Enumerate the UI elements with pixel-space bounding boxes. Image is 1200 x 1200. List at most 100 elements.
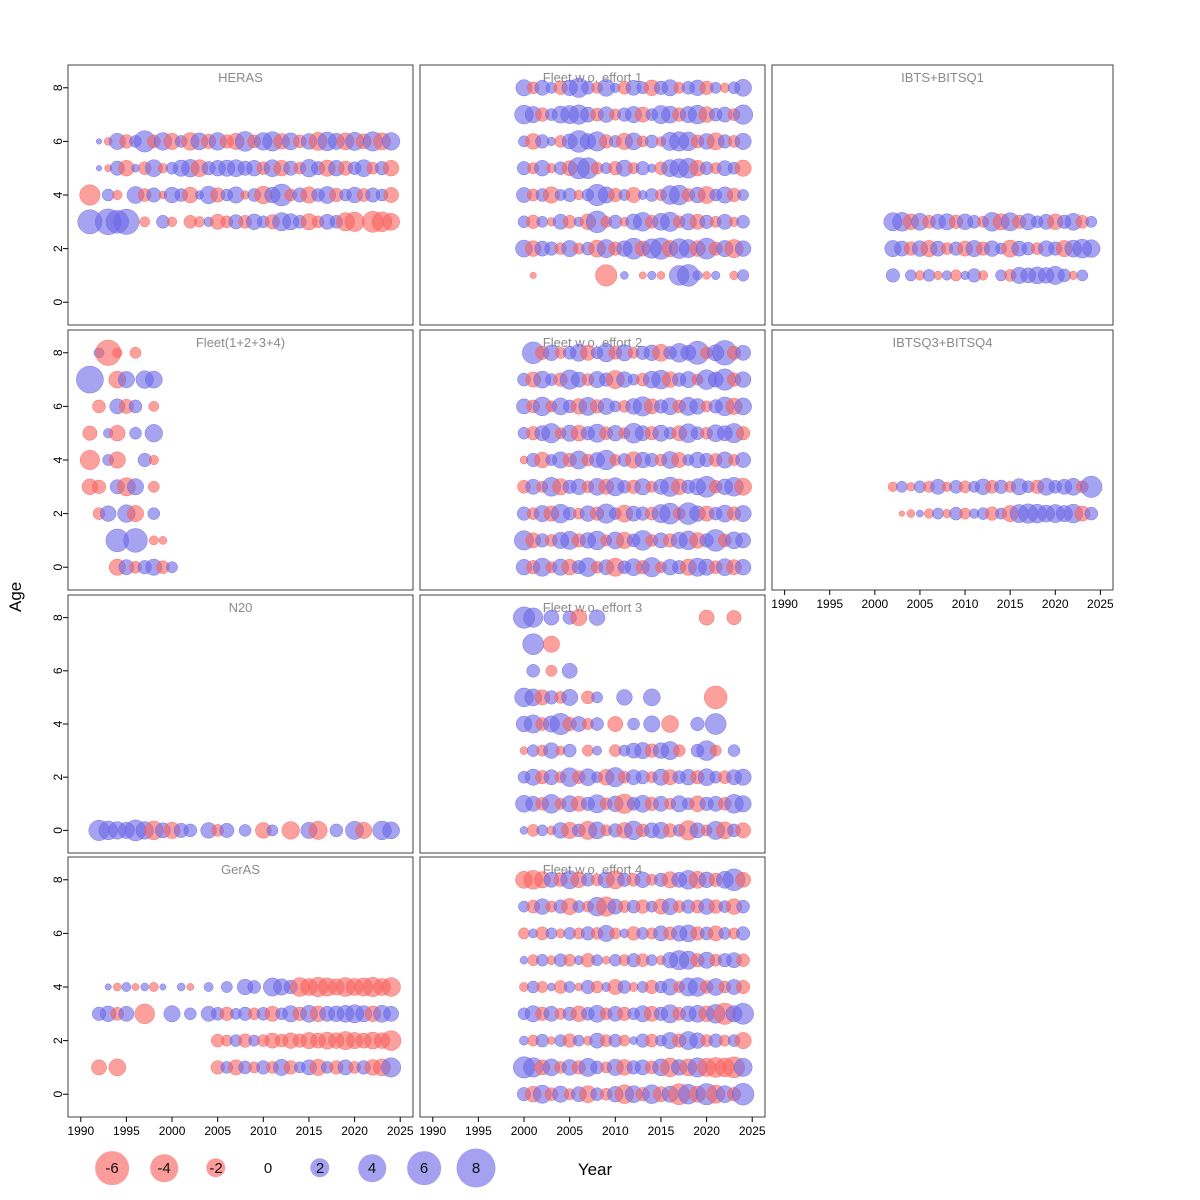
residual-bubble <box>733 104 754 125</box>
panel-ibtsq3-bitsq4 <box>771 329 1114 591</box>
residual-bubble <box>166 561 178 574</box>
x-tick-label: 2000 <box>861 597 888 611</box>
residual-bubble <box>562 743 577 758</box>
legend-value: 8 <box>471 1159 481 1177</box>
residual-bubble <box>147 480 160 493</box>
x-tick-label: 1990 <box>771 597 798 611</box>
residual-bubble <box>176 982 186 992</box>
residual-bubble <box>1076 269 1089 282</box>
residual-bubble <box>590 980 604 994</box>
y-tick-label: 6 <box>51 930 65 937</box>
residual-bubble <box>220 981 233 993</box>
residual-bubble <box>898 510 905 517</box>
y-tick-label: 0 <box>51 1091 65 1098</box>
residual-bubble <box>735 344 751 361</box>
panel-fleet-w-o-effort-4 <box>419 856 766 1118</box>
residual-bubble <box>590 717 604 731</box>
residual-bubble <box>308 821 328 840</box>
residual-bubble <box>922 269 936 282</box>
legend-value: 0 <box>263 1159 273 1177</box>
residual-bubble <box>698 609 715 626</box>
residual-bubble <box>147 507 161 520</box>
residual-bubble <box>382 821 400 840</box>
legend-value: -6 <box>105 1159 119 1177</box>
x-tick-label: 2000 <box>159 1124 186 1138</box>
residual-bubble <box>647 270 657 280</box>
legend-item: -4 <box>140 1140 188 1196</box>
y-tick-label: 2 <box>51 1037 65 1044</box>
residual-bubble <box>570 609 588 627</box>
residual-bubble <box>219 822 235 838</box>
x-tick-label: 2025 <box>387 1124 414 1138</box>
residual-bubble <box>734 478 752 496</box>
residual-bubble <box>95 138 103 145</box>
residual-bubble <box>950 269 962 282</box>
residual-bubble <box>704 685 728 710</box>
y-tick-label: 8 <box>51 876 65 883</box>
residual-bubble <box>79 450 100 470</box>
x-tick-label: 2015 <box>648 1124 675 1138</box>
panel-title-n20: N20 <box>229 600 253 615</box>
residual-bubble <box>104 983 112 991</box>
residual-bubble <box>118 1005 135 1022</box>
residual-bubble <box>709 81 722 94</box>
y-tick-label: 6 <box>51 403 65 410</box>
y-tick-label: 8 <box>51 349 65 356</box>
residual-bubble <box>727 744 741 757</box>
y-tick-label: 2 <box>51 774 65 781</box>
x-tick-label: 2020 <box>341 1124 368 1138</box>
residual-bubble <box>588 609 606 626</box>
residual-bubble <box>1082 239 1101 258</box>
residual-bubble <box>736 899 750 914</box>
residual-bubble <box>563 953 576 967</box>
residual-bubble <box>916 509 924 518</box>
residual-bubble <box>145 370 163 389</box>
x-tick-label: 1995 <box>113 1124 140 1138</box>
x-tick-label: 1990 <box>67 1124 94 1138</box>
residual-bubble <box>117 371 135 389</box>
residual-bubble <box>536 215 549 228</box>
residual-bubble <box>526 664 540 678</box>
legend-value: -2 <box>209 1159 223 1177</box>
legend-item: -2 <box>192 1140 240 1196</box>
legend-item: 0 <box>244 1140 292 1196</box>
bubble-size-legend: -6 -4 -2 0 2 4 6 8 <box>88 1140 504 1196</box>
panel-title-heras: HERAS <box>218 70 263 85</box>
residual-bubble <box>627 717 640 731</box>
y-tick-label: 6 <box>51 138 65 145</box>
residual-bubble <box>127 478 144 496</box>
residual-bubble <box>113 208 140 235</box>
residual-bubble <box>542 635 560 653</box>
legend-item: 8 <box>452 1140 500 1196</box>
panel-title-ibtsq3-bitsq4: IBTSQ3+BITSQ4 <box>892 335 992 350</box>
x-tick-label: 1995 <box>465 1124 492 1138</box>
residual-bubble <box>656 271 666 280</box>
residual-bubble <box>709 744 722 757</box>
residual-bubble <box>383 1005 399 1022</box>
legend-item: 2 <box>296 1140 344 1196</box>
residual-bubble <box>735 452 751 468</box>
residual-bubble <box>128 399 143 414</box>
legend-bubble <box>358 1154 386 1182</box>
panel-title-fleet-1-2-3-4: Fleet(1+2+3+4) <box>196 335 285 350</box>
residual-bubble <box>734 159 752 177</box>
legend-bubble <box>310 1158 330 1178</box>
residual-bubble <box>692 270 703 281</box>
residual-bubble <box>518 927 530 940</box>
residual-bubble <box>561 688 579 706</box>
legend-value: 4 <box>367 1159 377 1177</box>
y-tick-label: 4 <box>51 191 65 198</box>
residual-bubble <box>595 264 618 287</box>
residual-bubble <box>108 451 126 469</box>
residual-bubble <box>736 979 751 995</box>
x-tick-label: 2005 <box>556 1124 583 1138</box>
legend-value: -4 <box>157 1159 171 1177</box>
residual-bubble <box>76 365 104 394</box>
residual-bubble <box>382 160 400 177</box>
residual-bubble <box>92 399 106 414</box>
residual-bubble <box>535 1033 550 1048</box>
legend-bubble <box>206 1158 226 1178</box>
legend-item: 6 <box>400 1140 448 1196</box>
y-tick-label: 2 <box>51 510 65 517</box>
y-tick-label: 0 <box>51 564 65 571</box>
